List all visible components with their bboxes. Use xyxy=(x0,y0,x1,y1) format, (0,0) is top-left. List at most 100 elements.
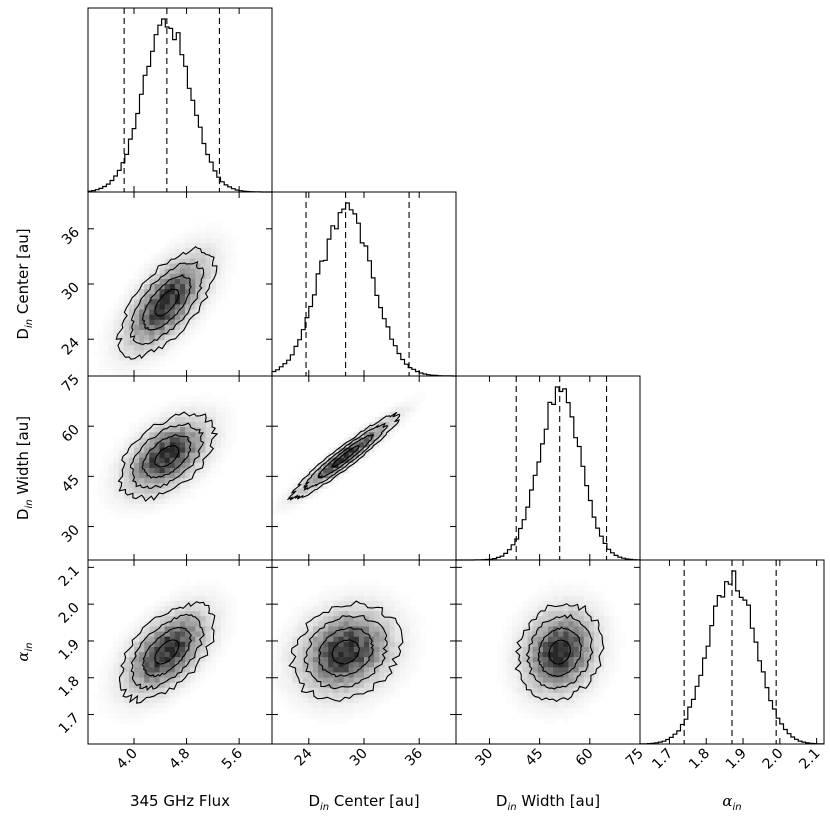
density-cell xyxy=(134,646,140,653)
density-cell xyxy=(149,437,155,443)
density-cell xyxy=(128,447,135,454)
density-cell xyxy=(128,350,135,356)
density-cell xyxy=(374,646,380,653)
density-cell xyxy=(568,636,574,643)
density-cell xyxy=(195,432,201,438)
density-cell xyxy=(512,636,518,643)
density-cell xyxy=(210,447,217,454)
density-cell xyxy=(215,641,222,648)
density-cell xyxy=(333,631,339,638)
density-cell xyxy=(226,600,232,607)
density-cell xyxy=(389,432,396,438)
density-cell xyxy=(144,703,150,709)
density-cell xyxy=(594,600,600,607)
density-cell xyxy=(154,600,160,607)
density-cell xyxy=(312,616,319,622)
density-cell xyxy=(185,585,191,592)
density-cell xyxy=(614,662,620,668)
density-cell xyxy=(307,595,314,602)
density-cell xyxy=(180,585,186,592)
y-tick-label: 1.8 xyxy=(56,673,83,700)
density-cell xyxy=(174,590,181,597)
density-cell xyxy=(548,580,554,586)
density-cell xyxy=(123,692,130,699)
density-cell xyxy=(394,401,401,408)
density-cell xyxy=(128,345,135,351)
density-cell xyxy=(369,682,375,689)
density-cell xyxy=(226,278,232,285)
density-cell xyxy=(215,253,222,259)
density-cell xyxy=(108,672,114,678)
density-cell xyxy=(154,309,160,316)
density-cell xyxy=(180,498,186,505)
density-cell xyxy=(389,626,396,632)
density-cell xyxy=(185,304,191,310)
density-cell xyxy=(93,350,99,356)
density-cell xyxy=(113,641,120,648)
density-cell xyxy=(134,662,140,668)
density-cell xyxy=(369,442,375,448)
density-cell xyxy=(210,401,217,408)
density-cell xyxy=(144,365,150,372)
density-cell xyxy=(98,703,104,709)
density-cell xyxy=(123,646,130,653)
density-cell xyxy=(195,324,201,331)
density-cell xyxy=(159,452,166,459)
density-cell xyxy=(374,442,380,448)
density-cell xyxy=(164,493,171,500)
density-cell xyxy=(98,483,104,489)
density-cell xyxy=(333,641,339,648)
density-cell xyxy=(292,483,298,489)
density-cell xyxy=(128,631,135,638)
density-cell xyxy=(169,299,176,305)
density-cell xyxy=(123,473,130,479)
density-cell xyxy=(553,641,559,648)
density-cell xyxy=(389,621,396,627)
density-cell xyxy=(128,299,135,305)
density-cell xyxy=(200,258,206,264)
density-cell xyxy=(169,488,176,494)
density-cell xyxy=(154,340,160,346)
density-cell xyxy=(144,309,150,316)
density-cell xyxy=(588,631,595,638)
density-cell xyxy=(374,631,380,638)
density-cell xyxy=(139,703,145,709)
density-cell xyxy=(379,672,385,678)
density-cell xyxy=(333,713,339,719)
density-cell xyxy=(282,672,288,678)
density-cell xyxy=(200,662,206,668)
density-cell xyxy=(164,427,171,433)
density-cell xyxy=(563,585,569,592)
density-cell xyxy=(364,427,370,433)
density-cell xyxy=(364,452,370,459)
density-cell xyxy=(231,243,237,249)
density-cell xyxy=(149,626,155,632)
density-cell xyxy=(210,396,217,402)
density-cell xyxy=(174,682,181,689)
density-cell xyxy=(399,652,406,658)
density-cell xyxy=(578,672,585,678)
density-cell xyxy=(149,278,155,285)
density-cell xyxy=(297,646,304,653)
density-cell xyxy=(103,457,109,464)
density-cell xyxy=(190,401,196,408)
density-cell xyxy=(231,616,237,622)
density-cell xyxy=(231,432,237,438)
density-cell xyxy=(144,360,150,367)
density-cell xyxy=(507,621,513,627)
density-cell xyxy=(348,626,355,632)
density-cell xyxy=(512,672,518,678)
density-cell xyxy=(144,345,150,351)
density-cell xyxy=(578,636,585,643)
density-cell xyxy=(532,713,539,719)
density-cell xyxy=(159,667,166,673)
density-cell xyxy=(553,636,559,643)
density-cell xyxy=(527,611,534,617)
contour-3 xyxy=(117,411,219,502)
density-cell xyxy=(512,692,518,699)
density-cell xyxy=(496,667,503,673)
density-cell xyxy=(563,606,569,612)
density-cell xyxy=(282,503,288,510)
density-cell xyxy=(154,631,160,638)
density-cell xyxy=(548,682,554,689)
